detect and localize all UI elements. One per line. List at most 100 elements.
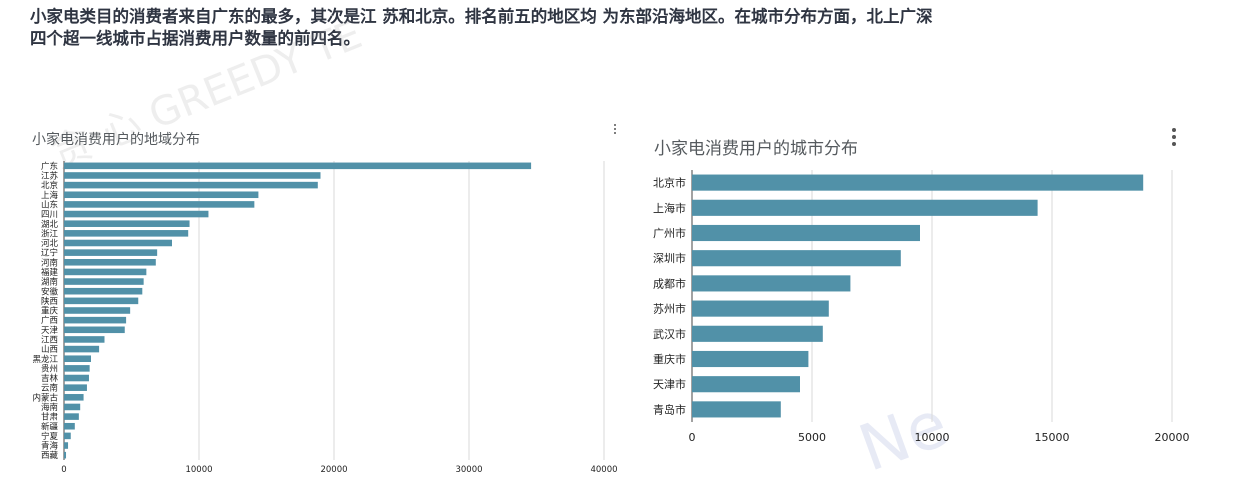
region-chart-menu-icon[interactable]: [612, 124, 618, 134]
region-chart-bar: [64, 336, 105, 343]
region-chart-category-label: 河北: [41, 238, 59, 249]
region-chart-bar: [64, 442, 69, 449]
region-chart-bar: [64, 287, 143, 295]
region-chart-bar: [64, 422, 75, 430]
region-chart-bar: [64, 365, 90, 372]
region-chart-tick-label: 40000: [590, 465, 617, 475]
region-chart-bar: [64, 249, 158, 256]
region-chart-bar: [64, 220, 190, 227]
region-chart-category-label: 山东: [41, 199, 58, 210]
region-chart-bar: [64, 432, 71, 440]
region-chart-bar: [64, 394, 84, 401]
region-chart-category-label: 浙江: [41, 228, 59, 239]
region-chart-category-label: 黑龙江: [32, 354, 58, 365]
region-chart-category-label: 江西: [41, 335, 58, 345]
region-chart-bar: [64, 403, 81, 411]
region-chart-category-label: 甘肃: [41, 412, 59, 423]
region-chart-bar: [64, 201, 255, 208]
city-chart-bar: [692, 401, 781, 418]
region-chart-bar: [64, 258, 156, 266]
city-chart-category-label: 武汉市: [653, 327, 686, 341]
city-chart-category-label: 苏州市: [653, 302, 686, 316]
region-chart-category-label: 江苏: [41, 171, 59, 182]
region-chart-category-label: 宁夏: [41, 431, 59, 442]
region-chart-category-label: 山西: [41, 344, 58, 355]
region-chart-title: 小家电消费用户的地域分布: [32, 132, 200, 148]
city-chart-tick-label: 10000: [915, 431, 950, 444]
city-chart-bar: [692, 376, 800, 393]
region-chart-category-label: 广西: [41, 315, 58, 326]
region-chart-category-label: 四川: [41, 210, 58, 220]
region-chart-tick-label: 0: [61, 465, 66, 475]
region-chart-bar: [64, 181, 318, 189]
region-chart-bar: [64, 210, 209, 218]
region-chart-category-label: 海南: [41, 402, 58, 413]
city-chart-category-label: 成都市: [653, 276, 686, 290]
city-chart-tick-label: 20000: [1155, 431, 1190, 444]
region-chart-category-label: 安徽: [41, 286, 59, 297]
region-chart-bar: [64, 326, 125, 334]
region-chart-category-label: 青海: [41, 441, 59, 452]
city-chart-menu-icon[interactable]: [1171, 128, 1177, 146]
region-chart-category-label: 湖北: [41, 220, 59, 230]
region-chart-bar: [64, 297, 139, 305]
city-chart-bar: [692, 224, 920, 242]
region-chart-bar: [64, 172, 321, 179]
city-chart-category-label: 重庆市: [653, 352, 686, 366]
region-chart-category-label: 贵州: [41, 363, 58, 374]
region-chart-bar: [64, 374, 89, 382]
city-chart-bar: [692, 174, 1144, 191]
city-chart-tick-label: 15000: [1035, 431, 1070, 444]
region-chart-bar: [64, 239, 172, 247]
region-chart-bar: [64, 355, 91, 363]
region-chart-bar: [64, 268, 147, 276]
city-chart-category-label: 上海市: [653, 201, 686, 215]
region-chart-bar: [64, 191, 259, 199]
city-chart-tick-label: 5000: [798, 431, 826, 444]
region-chart-category-label: 辽宁: [41, 248, 58, 259]
region-chart-bar: [64, 345, 100, 353]
city-chart-bar: [692, 350, 809, 368]
region-chart-bar: [64, 413, 79, 420]
region-chart-category-label: 河南: [41, 257, 58, 268]
region-chart-tick-label: 20000: [320, 465, 347, 475]
city-chart-title: 小家电消费用户的城市分布: [654, 139, 858, 159]
city-chart-bar: [692, 300, 829, 317]
region-chart-bar: [64, 384, 87, 391]
region-chart-tick-label: 10000: [185, 465, 212, 475]
region-chart-tick-label: 30000: [455, 465, 482, 475]
city-chart-category-label: 深圳市: [653, 251, 686, 265]
city-chart-category-label: 广州市: [653, 226, 686, 240]
headline-line-2: 四个超一线城市占据消费用户数量的前四名。: [30, 29, 360, 48]
region-chart-category-label: 内蒙古: [32, 392, 58, 403]
region-chart-category-label: 陕西: [41, 296, 58, 307]
region-chart-bar: [64, 278, 144, 285]
region-chart-category-label: 广东: [41, 161, 58, 172]
region-chart-category-label: 西藏: [41, 450, 59, 461]
region-chart-bar: [64, 316, 127, 324]
city-chart-bar: [692, 199, 1038, 216]
region-chart-category-label: 湖南: [41, 277, 58, 288]
region-chart-category-label: 北京: [41, 180, 58, 191]
region-chart-bar: [64, 451, 67, 459]
region-chart-bar: [64, 307, 131, 314]
region-chart-bar: [64, 162, 532, 170]
region-chart-category-label: 新疆: [41, 421, 59, 432]
region-chart-category-label: 重庆: [41, 306, 59, 317]
region-chart-category-label: 天津: [41, 325, 59, 336]
city-chart-bar: [692, 250, 901, 267]
city-chart-category-label: 青岛市: [653, 402, 686, 416]
headline-line-1: 小家电类目的消费者来自广东的最多，其次是江 苏和北京。排名前五的地区均 为东部沿…: [30, 7, 933, 26]
city-chart-bar: [692, 325, 823, 342]
region-chart-category-label: 云南: [41, 383, 58, 394]
headline: 小家电类目的消费者来自广东的最多，其次是江 苏和北京。排名前五的地区均 为东部沿…: [30, 6, 1090, 50]
city-chart-category-label: 天津市: [653, 377, 686, 391]
region-chart-bar: [64, 230, 189, 237]
region-chart-category-label: 福建: [41, 267, 59, 278]
region-chart-category-label: 上海: [41, 190, 59, 201]
city-chart-category-label: 北京市: [653, 176, 686, 190]
city-chart-bar: [692, 275, 851, 292]
region-chart-category-label: 吉林: [41, 373, 59, 384]
city-chart-tick-label: 0: [689, 431, 696, 444]
